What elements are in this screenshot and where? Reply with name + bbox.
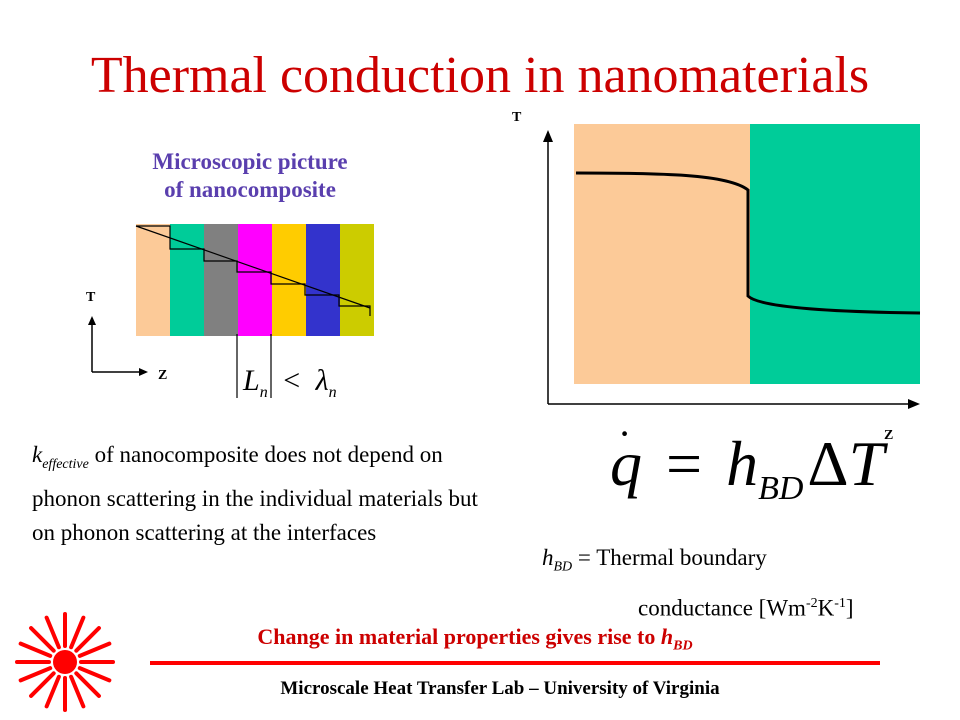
logo-ray bbox=[69, 615, 86, 650]
footer-lab-name: Microscale Heat Transfer Lab – Universit… bbox=[280, 678, 720, 699]
small-axis-x-label: Z bbox=[158, 368, 168, 383]
material-a-region bbox=[574, 124, 750, 384]
logo-ray bbox=[44, 674, 61, 709]
small-x-arrow bbox=[139, 368, 148, 376]
logo-ray bbox=[74, 671, 101, 698]
length-scale-relation: Ln < λn bbox=[243, 364, 337, 401]
logo-ray bbox=[18, 641, 53, 658]
material-layer bbox=[340, 224, 374, 336]
material-layer bbox=[306, 224, 340, 336]
slide-title: Thermal conduction in nanomaterials bbox=[90, 47, 870, 104]
k-effective-explanation: keffective of nanocomposite does not dep… bbox=[32, 442, 478, 545]
caption-line-1: Microscopic picture bbox=[152, 149, 348, 174]
logo-ray bbox=[69, 674, 86, 709]
boundary-conductance-equation: q · = hBDΔT bbox=[610, 411, 885, 507]
nanocomposite-caption: Microscopic picture of nanocomposite bbox=[100, 148, 400, 204]
big-x-arrow bbox=[908, 399, 920, 409]
material-layer bbox=[170, 224, 204, 336]
temperature-profile-curve bbox=[575, 171, 921, 315]
material-b-region bbox=[750, 124, 920, 384]
logo-ray bbox=[77, 666, 112, 683]
layer-stack bbox=[136, 224, 374, 336]
logo-ray bbox=[74, 626, 101, 653]
big-y-arrow bbox=[543, 130, 553, 142]
logo-ray bbox=[29, 671, 56, 698]
small-axis-y-label: T bbox=[86, 290, 96, 305]
hbd-definition: hBD = Thermal boundary conductance [Wm-2… bbox=[542, 545, 854, 621]
material-layer bbox=[136, 224, 170, 336]
temperature-gradient-line bbox=[135, 225, 371, 309]
material-layer bbox=[238, 224, 272, 336]
logo-ray bbox=[29, 626, 56, 653]
logo-ray bbox=[77, 641, 112, 658]
big-axis-x-label: Z bbox=[884, 428, 894, 443]
material-layer bbox=[204, 224, 238, 336]
logo-ray bbox=[18, 666, 53, 683]
logo-ray bbox=[44, 615, 61, 650]
small-y-arrow bbox=[88, 316, 96, 325]
caption-line-2: of nanocomposite bbox=[164, 177, 336, 202]
red-starburst-logo bbox=[15, 612, 115, 712]
conclusion-statement: Change in material properties gives rise… bbox=[257, 624, 693, 654]
big-axis-y-label: T bbox=[512, 110, 522, 125]
temperature-staircase bbox=[136, 225, 371, 316]
